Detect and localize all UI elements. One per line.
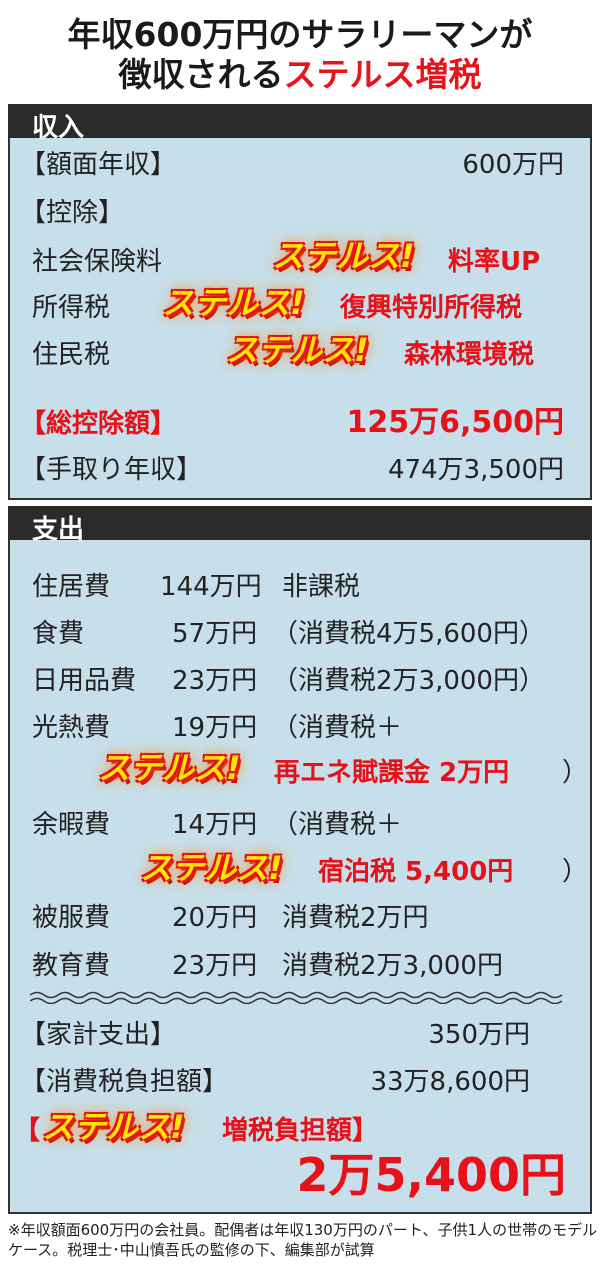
title-highlight: ステルス増税: [283, 55, 482, 94]
title-part: 徴収される: [118, 55, 284, 94]
expense-panel: [8, 506, 592, 1214]
expense-note: 消費税2万円: [282, 903, 429, 933]
expense-note: （消費税2万3,000円）: [272, 666, 545, 696]
total-deduction-label: 【総控除額】: [20, 409, 177, 439]
close-paren: ）: [562, 758, 589, 788]
increase-value: 2万5,400円: [296, 1148, 566, 1202]
expense-label: 住居費: [32, 572, 111, 602]
footnote: ※年収額面600万円の会社員。配偶者は年収130万円のパート、子供1人の世帯のモ…: [8, 1221, 598, 1260]
expense-amount: 23万円: [172, 666, 258, 696]
expense-amount: 23万円: [172, 951, 258, 981]
deduction-item-note: 料率UP: [448, 247, 541, 277]
deduction-item-note: 復興特別所得税: [340, 293, 523, 323]
stealth-badge: ステルス!: [162, 284, 305, 322]
expense-note: 非課税: [282, 572, 361, 602]
stealth-badge: ステルス!: [42, 1108, 185, 1146]
income-panel: [8, 104, 592, 500]
stealth-badge: ステルス!: [272, 237, 415, 275]
increase-open: 【: [14, 1116, 41, 1146]
stealth-note: 宿泊税 5,400円: [318, 857, 514, 887]
expense-note: 消費税2万3,000円: [282, 951, 503, 981]
expense-header: 支出: [8, 506, 592, 545]
deduction-item-label: 所得税: [32, 293, 111, 323]
title-line2: 徴収されるステルス増税: [0, 58, 600, 91]
household-label: 【家計支出】: [20, 1020, 177, 1050]
stealth-badge: ステルス!: [226, 331, 369, 369]
expense-amount: 57万円: [172, 619, 258, 649]
expense-amount: 144万円: [160, 572, 262, 602]
stealth-badge: ステルス!: [98, 749, 241, 787]
income-header: 収入: [8, 104, 592, 143]
deduction-item-label: 住民税: [32, 340, 111, 370]
expense-label: 食費: [32, 619, 85, 649]
net-value: 474万3,500円: [387, 455, 564, 485]
expense-label: 被服費: [32, 903, 111, 933]
expense-label: 光熱費: [32, 713, 111, 743]
gross-label: 【額面年収】: [20, 150, 177, 180]
total-deduction-value: 125万6,500円: [346, 405, 564, 440]
household-value: 350万円: [428, 1020, 530, 1050]
expense-label: 日用品費: [32, 666, 137, 696]
consumption-tax-value: 33万8,600円: [370, 1067, 530, 1097]
expense-note: （消費税4万5,600円）: [272, 619, 545, 649]
deduction-item-label: 社会保険料: [32, 247, 163, 277]
expense-amount: 20万円: [172, 903, 258, 933]
increase-label: 増税負担額】: [222, 1116, 379, 1146]
deduction-label: 【控除】: [20, 198, 125, 228]
deduction-item-note: 森林環境税: [404, 340, 535, 370]
title-line1: 年収600万円のサラリーマンが: [67, 15, 533, 54]
stealth-badge: ステルス!: [140, 849, 283, 887]
stealth-note: 再エネ賦課金 2万円: [274, 758, 510, 788]
close-paren: ）: [562, 857, 589, 887]
expense-note: （消費税＋: [272, 713, 403, 743]
expense-label: 余暇費: [32, 810, 111, 840]
expense-amount: 14万円: [172, 810, 258, 840]
expense-note: （消費税＋: [272, 810, 403, 840]
net-label: 【手取り年収】: [20, 455, 203, 485]
gross-value: 600万円: [462, 150, 564, 180]
expense-amount: 19万円: [172, 713, 258, 743]
expense-label: 教育費: [32, 951, 111, 981]
wavy-divider: [30, 991, 563, 1004]
consumption-tax-label: 【消費税負担額】: [20, 1067, 229, 1097]
